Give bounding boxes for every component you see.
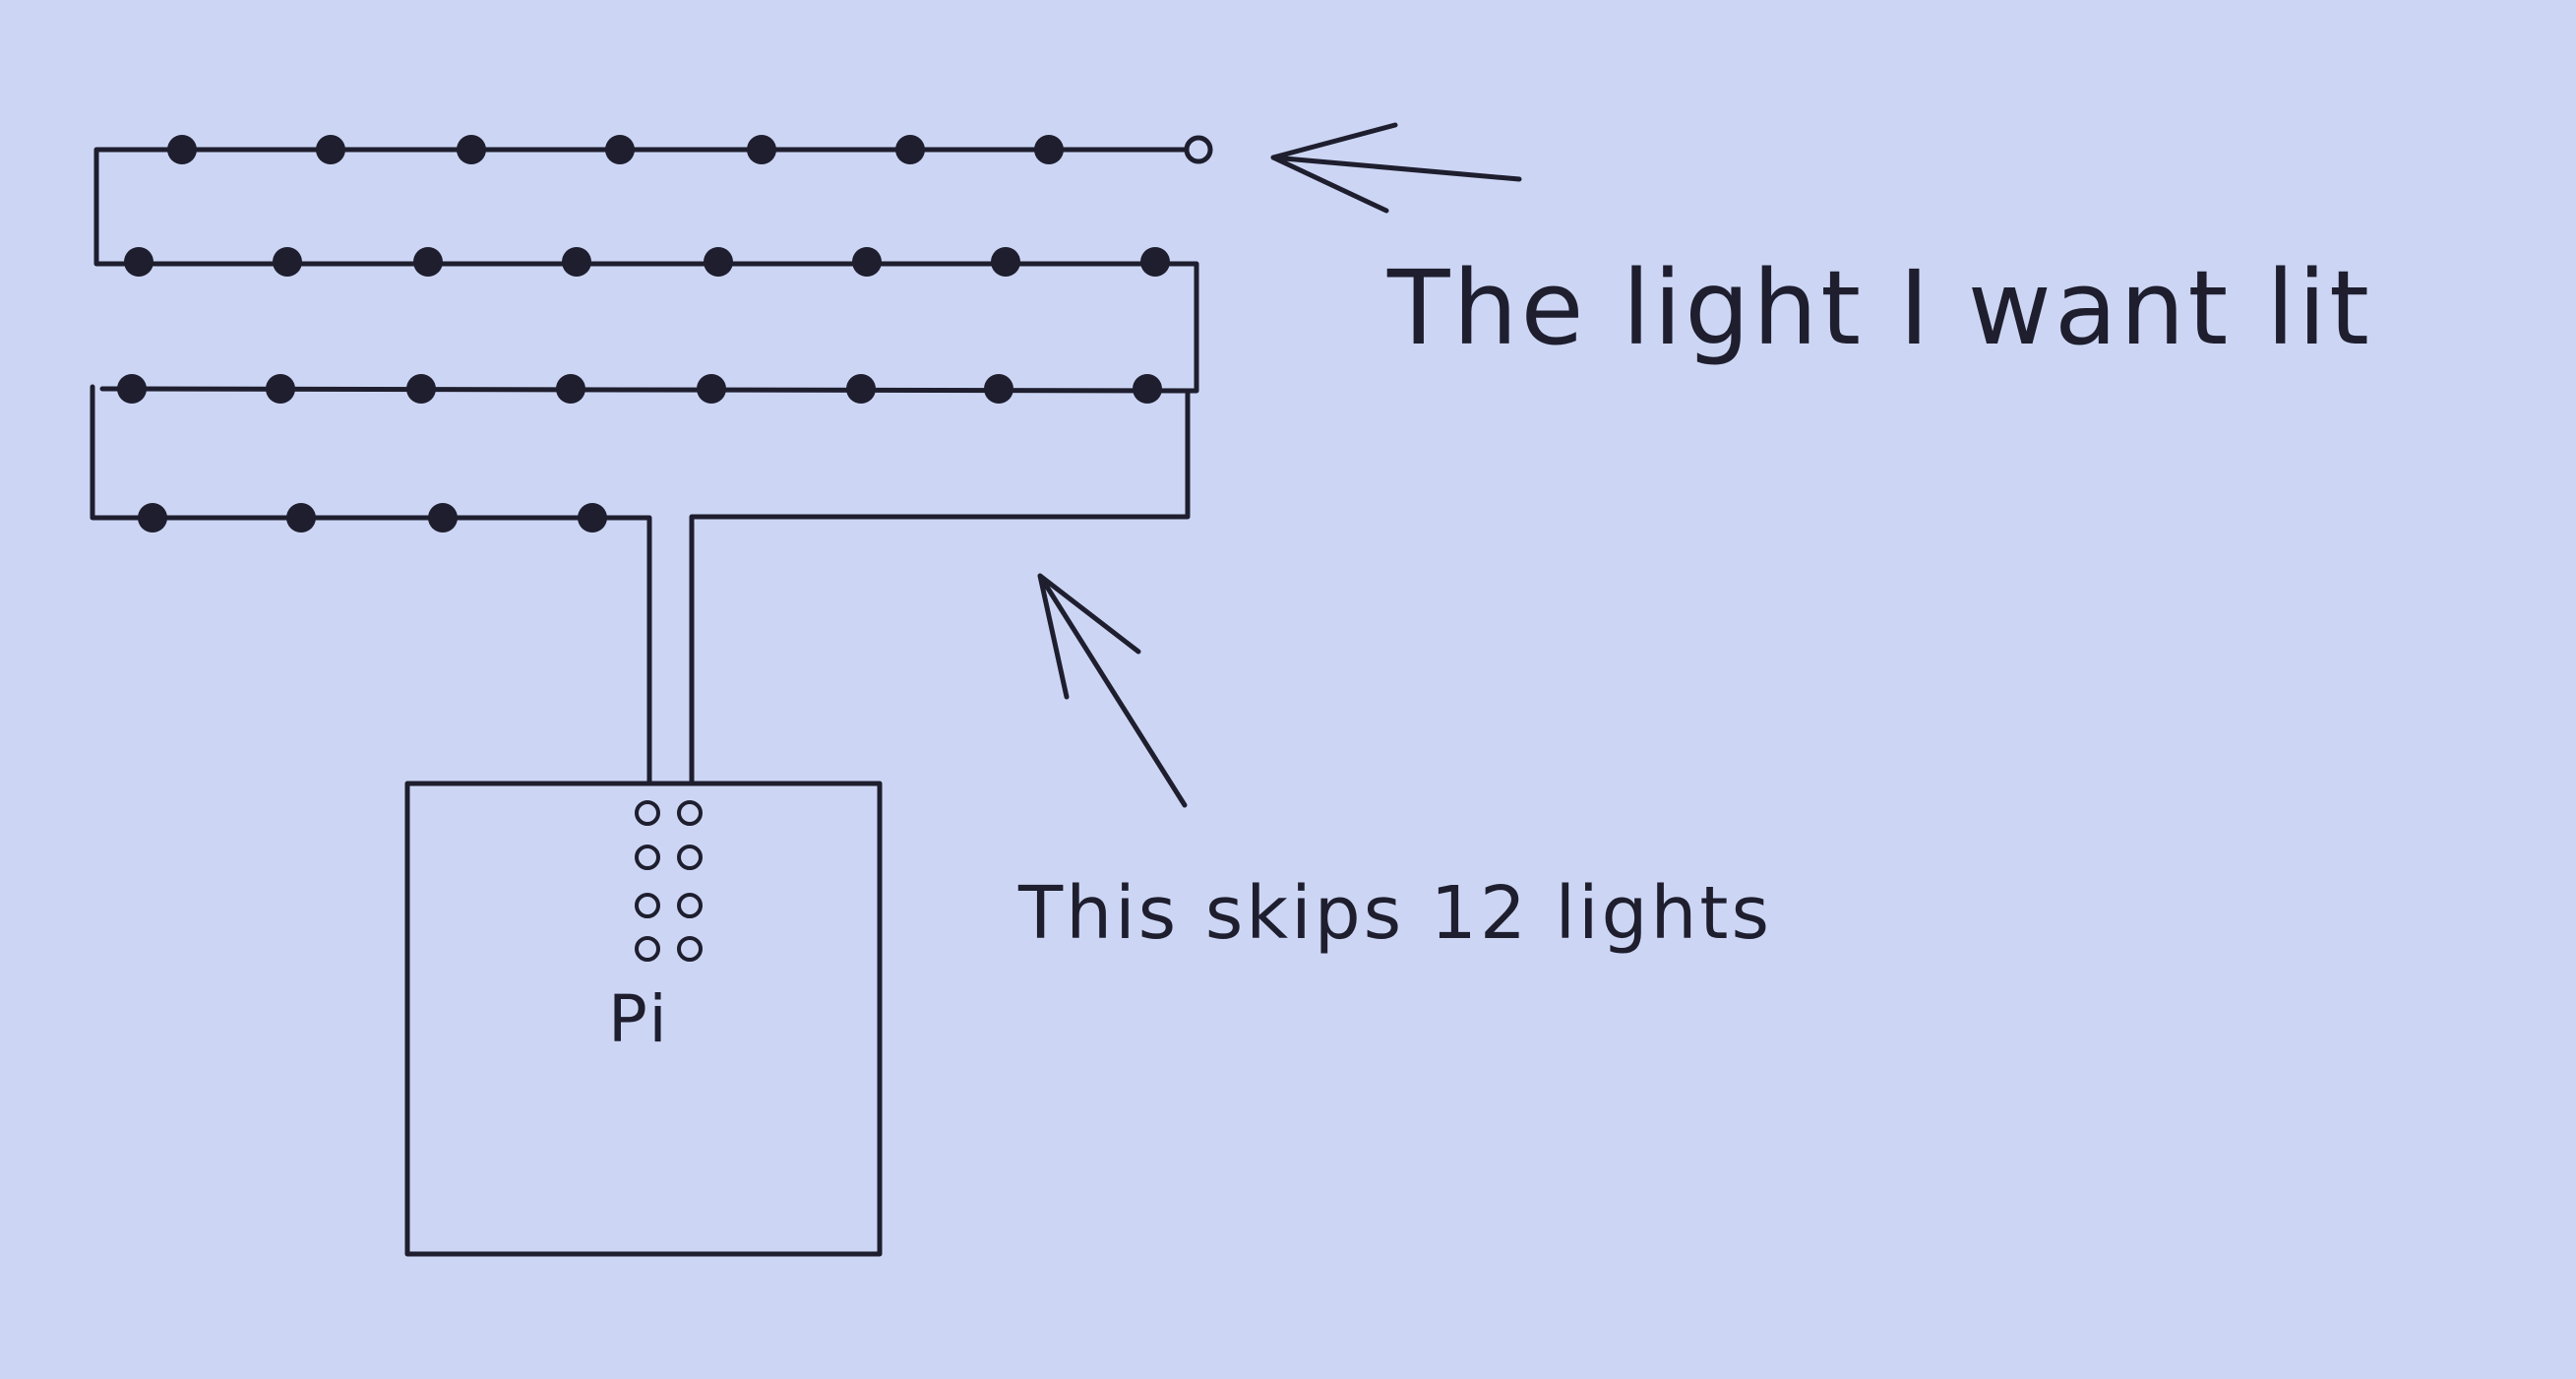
led-light [117,374,147,404]
led-light [406,374,436,404]
led-light [1140,247,1170,277]
target-light-label: The light I want lit [1386,248,2372,368]
target-light [1184,135,1213,164]
led-light [562,247,591,277]
pi-pin [677,936,703,962]
led-light [1133,374,1162,404]
led-light [1034,135,1064,164]
pi-pin [635,936,660,962]
skip-note-label: This skips 12 lights [1017,871,1772,956]
skip-arrow [1037,573,1188,808]
led-light [697,374,726,404]
led-light [316,135,345,164]
led-light [852,247,882,277]
led-light [704,247,733,277]
led-light [413,247,443,277]
led-light [556,374,585,404]
led-light [286,503,316,533]
led-light [167,135,197,164]
pi-pin [635,893,660,918]
pi-board [404,781,883,1257]
led-light [747,135,776,164]
pi-pin [677,893,703,918]
pi-pin [677,800,703,826]
led-light [846,374,876,404]
led-light [124,247,153,277]
target-arrow [1270,122,1522,214]
pi-label: Pi [608,981,670,1057]
led-light [578,503,607,533]
led-light [984,374,1013,404]
led-light [895,135,925,164]
pi-pin [635,800,660,826]
led-light [428,503,458,533]
led-light [991,247,1020,277]
led-lights [117,135,1170,533]
led-light [138,503,167,533]
led-light [457,135,486,164]
pi-pin [677,845,703,870]
pi-header-pins [635,800,703,962]
led-strip-wire [90,147,1201,785]
led-light [266,374,295,404]
pi-pin [635,845,660,870]
led-light [273,247,302,277]
led-light [605,135,635,164]
